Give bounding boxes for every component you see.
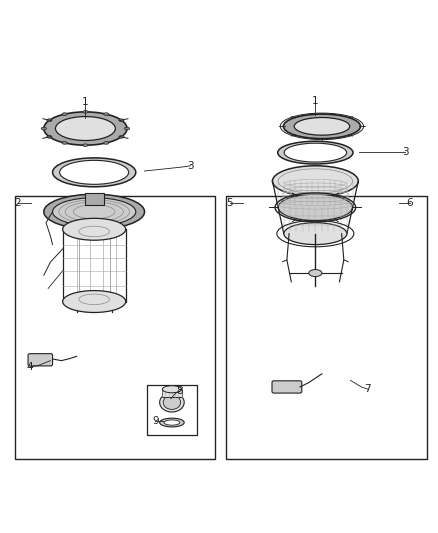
Ellipse shape xyxy=(278,141,353,164)
Text: 8: 8 xyxy=(176,386,183,397)
Ellipse shape xyxy=(47,135,52,138)
Ellipse shape xyxy=(63,219,126,240)
Ellipse shape xyxy=(124,127,130,130)
Text: 6: 6 xyxy=(406,198,413,208)
Ellipse shape xyxy=(294,117,350,135)
Bar xyxy=(85,193,104,205)
Ellipse shape xyxy=(272,166,358,197)
Bar xyxy=(226,197,427,459)
Text: 9: 9 xyxy=(152,416,159,426)
Ellipse shape xyxy=(41,127,46,130)
FancyBboxPatch shape xyxy=(28,354,53,366)
Text: 5: 5 xyxy=(226,198,233,208)
Text: 2: 2 xyxy=(14,198,21,208)
Text: 3: 3 xyxy=(402,147,409,157)
Text: 3: 3 xyxy=(187,161,194,171)
Text: 1: 1 xyxy=(312,96,319,106)
FancyBboxPatch shape xyxy=(272,381,302,393)
Ellipse shape xyxy=(159,393,184,412)
Ellipse shape xyxy=(283,114,360,139)
Ellipse shape xyxy=(163,395,180,409)
Ellipse shape xyxy=(53,198,136,226)
Ellipse shape xyxy=(62,113,67,116)
Ellipse shape xyxy=(60,160,129,184)
Ellipse shape xyxy=(83,144,88,147)
Ellipse shape xyxy=(284,223,347,245)
Text: 7: 7 xyxy=(364,384,371,394)
Ellipse shape xyxy=(83,110,88,113)
Ellipse shape xyxy=(309,270,322,277)
Ellipse shape xyxy=(53,158,136,187)
Ellipse shape xyxy=(44,194,145,229)
Ellipse shape xyxy=(119,119,124,122)
Bar xyxy=(15,197,215,459)
Ellipse shape xyxy=(103,113,109,116)
Ellipse shape xyxy=(119,135,124,138)
Ellipse shape xyxy=(159,418,184,427)
Ellipse shape xyxy=(278,194,353,221)
Text: 1: 1 xyxy=(82,97,89,107)
Text: 4: 4 xyxy=(26,362,33,372)
Ellipse shape xyxy=(56,117,115,141)
Ellipse shape xyxy=(284,143,346,162)
Ellipse shape xyxy=(103,142,109,144)
Bar xyxy=(147,385,197,435)
Ellipse shape xyxy=(44,112,127,145)
Ellipse shape xyxy=(164,420,180,425)
Bar xyxy=(162,389,181,397)
Ellipse shape xyxy=(162,386,182,393)
Ellipse shape xyxy=(62,142,67,144)
Ellipse shape xyxy=(47,119,52,122)
Ellipse shape xyxy=(63,290,126,312)
